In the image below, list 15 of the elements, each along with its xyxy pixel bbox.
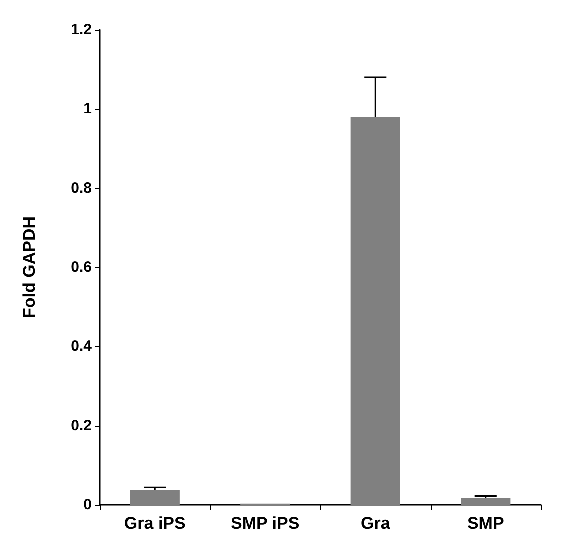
bar <box>350 117 400 505</box>
x-tick-label: SMP iPS <box>231 514 300 533</box>
y-tick-label: 0 <box>84 496 92 514</box>
y-tick-label: 1 <box>84 100 92 118</box>
x-tick-label: SMP <box>467 514 504 533</box>
y-tick-label: 0.4 <box>71 338 93 356</box>
bar <box>461 498 511 505</box>
y-tick-label: 0.2 <box>71 417 92 434</box>
y-tick-label: 0.8 <box>71 180 92 197</box>
y-tick-label: 1.2 <box>71 22 92 38</box>
x-tick-label: Gra iPS <box>124 514 186 533</box>
y-tick-label: 0.6 <box>71 259 92 276</box>
x-tick-label: Gra <box>360 514 391 533</box>
bar <box>130 490 180 505</box>
y-axis-title: Fold GAPDH <box>20 216 39 318</box>
